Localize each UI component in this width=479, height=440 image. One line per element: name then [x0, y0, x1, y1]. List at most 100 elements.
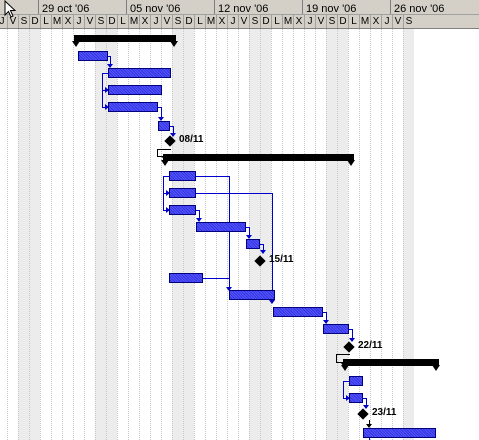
- day-gridline: [282, 29, 283, 440]
- link-arrow-icon: [166, 207, 170, 213]
- day-gridline: [128, 29, 129, 440]
- dependency-link: [163, 176, 169, 177]
- dependency-link: [163, 193, 167, 194]
- dependency-link: [229, 176, 230, 289]
- day-gridline: [348, 29, 349, 440]
- milestone-label: 22/11: [358, 340, 383, 351]
- week-separator: [214, 0, 215, 14]
- day-gridline: [18, 29, 19, 440]
- day-cell: X: [293, 15, 304, 28]
- dependency-link: [163, 210, 167, 211]
- day-gridline: [205, 29, 206, 440]
- day-gridline: [238, 29, 239, 440]
- day-gridline: [161, 29, 162, 440]
- week-separator: [126, 0, 127, 14]
- week-label: 19 nov '06: [306, 3, 357, 15]
- day-cell: V: [7, 15, 18, 28]
- summary-cap: [170, 41, 178, 47]
- day-gridline: [40, 29, 41, 440]
- task-bar[interactable]: [169, 188, 196, 198]
- day-cell: S: [249, 15, 260, 28]
- task-bar[interactable]: [169, 205, 196, 215]
- day-cell: D: [29, 15, 40, 28]
- task-bar[interactable]: [229, 290, 275, 300]
- day-cell: L: [40, 15, 51, 28]
- day-gridline: [139, 29, 140, 440]
- task-bar[interactable]: [169, 171, 196, 181]
- day-gridline: [7, 29, 8, 440]
- task-bar[interactable]: [323, 324, 349, 334]
- link-arrow-icon: [166, 190, 170, 196]
- day-cell: D: [183, 15, 194, 28]
- task-bar[interactable]: [349, 393, 363, 403]
- summary-cap: [161, 160, 169, 166]
- task-bar[interactable]: [158, 121, 170, 131]
- dependency-link: [363, 398, 367, 399]
- task-bar[interactable]: [363, 428, 436, 438]
- summary-bar[interactable]: [343, 359, 439, 366]
- day-gridline: [392, 29, 393, 440]
- task-bar[interactable]: [78, 51, 108, 61]
- task-bar[interactable]: [196, 222, 246, 232]
- day-cell: L: [194, 15, 205, 28]
- timescale-header: 29 oct '06 05 nov '06 12 nov '06 19 nov …: [0, 0, 479, 29]
- day-gridline: [106, 29, 107, 440]
- day-cell: L: [271, 15, 282, 28]
- day-gridline: [381, 29, 382, 440]
- task-bar[interactable]: [108, 102, 158, 112]
- dependency-link: [246, 227, 250, 228]
- day-cell: S: [172, 15, 183, 28]
- day-gridline: [227, 29, 228, 440]
- task-bar[interactable]: [349, 376, 363, 386]
- link-arrow-icon: [323, 320, 329, 324]
- day-gridline: [183, 29, 184, 440]
- dependency-link: [366, 398, 367, 407]
- task-bar[interactable]: [108, 68, 171, 78]
- week-separator: [390, 0, 391, 14]
- mouse-pointer-icon: [4, 0, 16, 18]
- dependency-link: [343, 381, 349, 382]
- week-separator: [38, 0, 39, 14]
- dependency-link: [196, 210, 200, 211]
- week-label: 26 nov '06: [394, 3, 445, 15]
- link-arrow-icon: [269, 300, 275, 304]
- summary-cap: [72, 41, 80, 47]
- dependency-link: [199, 210, 200, 220]
- day-gridline: [51, 29, 52, 440]
- dependency-link: [157, 149, 158, 157]
- day-gridline: [293, 29, 294, 440]
- task-bar[interactable]: [273, 307, 323, 317]
- day-cell: V: [161, 15, 172, 28]
- day-cell: D: [260, 15, 271, 28]
- dependency-link: [157, 149, 171, 150]
- day-cell: X: [370, 15, 381, 28]
- link-arrow-icon: [260, 250, 266, 254]
- task-bar[interactable]: [246, 239, 260, 249]
- day-cell: S: [18, 15, 29, 28]
- weekend-shade: [183, 29, 194, 440]
- day-cell: X: [216, 15, 227, 28]
- day-cell: J: [150, 15, 161, 28]
- day-gridline: [84, 29, 85, 440]
- day-cell: M: [282, 15, 293, 28]
- chart-area[interactable]: 08/11 15/: [0, 29, 479, 440]
- link-arrow-icon: [226, 287, 232, 291]
- dependency-link: [196, 193, 273, 194]
- day-gridline: [337, 29, 338, 440]
- link-arrow-icon: [158, 117, 164, 121]
- dependency-link: [102, 73, 108, 74]
- summary-bar[interactable]: [74, 35, 176, 42]
- day-gridline: [370, 29, 371, 440]
- day-gridline: [271, 29, 272, 440]
- task-bar[interactable]: [169, 273, 203, 283]
- dependency-link: [173, 126, 174, 135]
- dependency-link: [336, 362, 344, 363]
- task-bar[interactable]: [108, 85, 162, 95]
- weekend-shade: [326, 29, 337, 440]
- day-cell: V: [392, 15, 403, 28]
- link-arrow-icon: [246, 235, 252, 239]
- day-gridline: [172, 29, 173, 440]
- summary-bar[interactable]: [163, 154, 354, 161]
- summary-cap: [341, 365, 349, 371]
